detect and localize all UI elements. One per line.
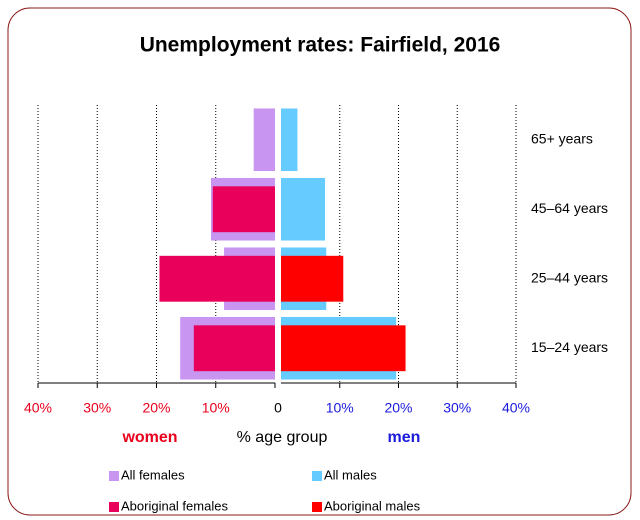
bar [159,255,275,302]
bar [281,325,406,372]
legend-label: Aboriginal males [324,498,421,513]
legend-label: All males [324,467,377,482]
legend-label: Aboriginal females [121,498,228,513]
bar [212,186,275,233]
bar [281,255,344,302]
bar [253,108,275,172]
x-tick-label: 20% [384,400,412,416]
bar [281,177,326,241]
chart-title: Unemployment rates: Fairfield, 2016 [140,34,501,57]
category-label: 15–24 years [531,339,608,355]
x-tick-label: 40% [502,400,530,416]
right-label: men [388,429,421,446]
bar [193,325,275,372]
category-label: 25–44 years [531,269,608,285]
x-tick-label: 10% [202,400,230,416]
category-label: 45–64 years [531,200,608,216]
x-tick-label: 30% [443,400,471,416]
x-tick-label: 40% [24,400,52,416]
x-tick-label: 0 [274,400,282,416]
legend-swatch [312,502,322,512]
legend-label: All females [121,467,185,482]
bar [281,108,298,172]
x-tick-label: 10% [326,400,354,416]
legend-swatch [109,471,119,481]
category-label: 65+ years [531,130,593,146]
center-label: % age group [237,429,328,446]
x-tick-label: 20% [142,400,170,416]
legend-swatch [109,502,119,512]
left-label: women [121,429,177,446]
x-tick-label: 30% [83,400,111,416]
legend-swatch [312,471,322,481]
